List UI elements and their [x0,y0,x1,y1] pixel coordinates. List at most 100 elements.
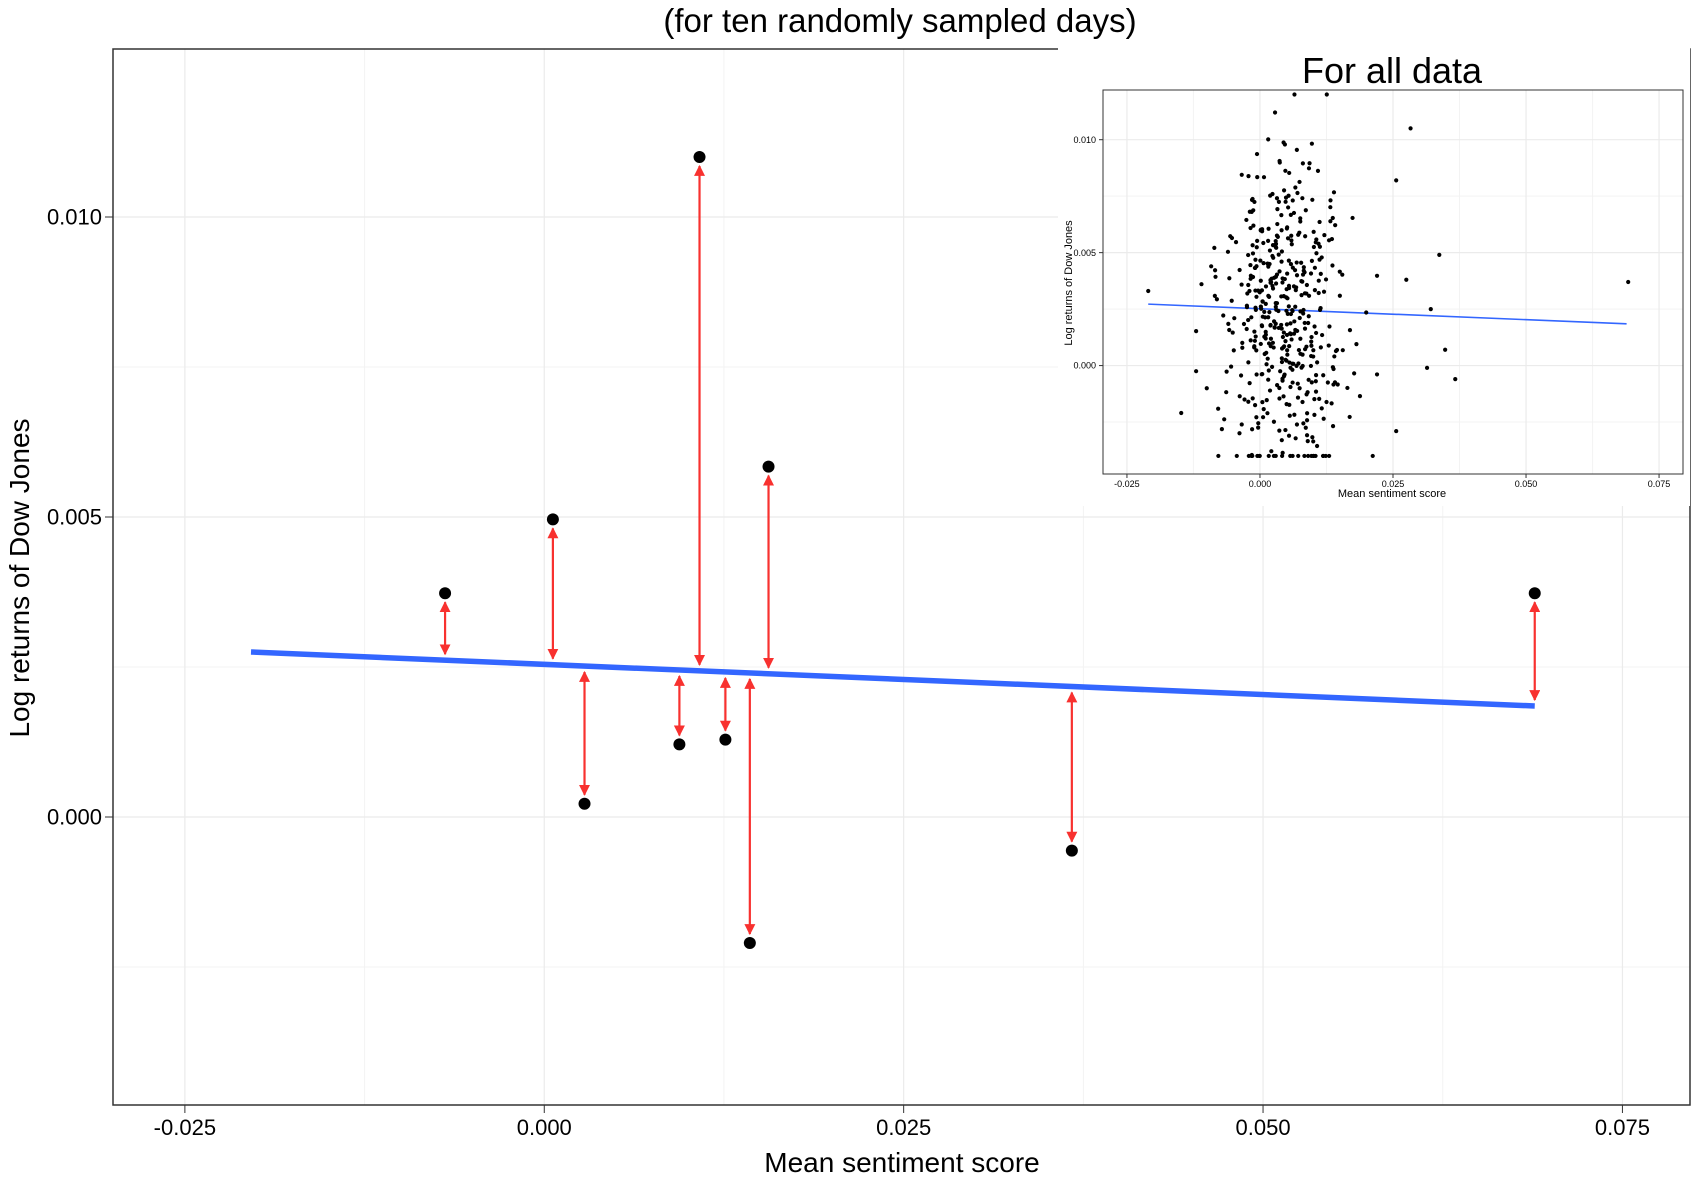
inset-data-point [1239,282,1244,287]
inset-data-point [1266,377,1271,382]
inset-data-point [1244,217,1249,223]
inset-data-point [1264,398,1269,403]
data-point [673,738,686,751]
inset-data-point [1252,338,1257,343]
inset-data-point [1289,337,1294,342]
inset-data-point [1309,141,1314,146]
inset-data-point [1294,285,1299,290]
inset-data-point [1286,304,1291,309]
inset-data-point [1335,382,1340,387]
inset-data-point [1394,178,1399,183]
inset-data-point [1314,251,1319,256]
inset-data-point [1225,249,1231,254]
inset-data-point [1304,433,1310,438]
inset-data-point [1312,324,1317,329]
inset-data-point [1263,329,1268,334]
main-x-tick-label: 0.075 [1595,1115,1650,1140]
inset-data-point [1308,271,1314,276]
inset-y-tick-label: 0.005 [1073,248,1096,258]
inset-data-point [1309,353,1314,359]
inset-data-point [1333,223,1338,228]
inset-data-point [1321,373,1326,378]
inset-data-point [1316,278,1321,283]
main-chart-title: (for ten randomly sampled days) [663,2,1136,39]
inset-data-point [1293,304,1298,309]
inset-data-point [1258,228,1263,233]
inset-data-point [1238,373,1244,378]
inset-data-point [1306,293,1312,298]
inset-data-point [1260,299,1265,304]
inset-data-point [1270,283,1275,288]
inset-data-point [1283,357,1288,362]
inset-data-point [1284,322,1290,327]
inset-data-point [1279,228,1284,233]
inset-data-point [1453,377,1458,382]
inset-data-point [1305,411,1310,416]
inset-data-point [1224,390,1229,395]
inset-data-point [1283,199,1288,204]
inset-data-point [1265,356,1270,361]
inset-data-point [1219,427,1224,432]
inset-data-point [1267,261,1272,267]
data-point [1065,844,1078,857]
inset-data-point [1250,274,1256,280]
inset-data-point [1313,372,1319,378]
inset-data-point [1311,439,1316,444]
inset-data-point [1327,324,1332,329]
inset-data-point [1254,294,1259,299]
inset-data-point [1294,422,1300,427]
main-regression-line [250,649,1535,709]
inset-data-point [1288,384,1293,390]
inset-data-point [1288,332,1293,337]
inset-data-point [1309,334,1314,340]
inset-data-point [1319,406,1324,411]
inset-data-point [1331,190,1337,195]
inset-data-point [1298,336,1303,341]
inset-data-point [1248,338,1253,343]
inset-data-point [1279,326,1284,331]
inset-data-point [1273,321,1278,326]
inset-data-point [1287,170,1292,176]
inset-data-point [1301,311,1306,316]
inset-data-point [1279,359,1285,365]
inset-data-point [1394,428,1399,434]
inset-data-point [1241,321,1247,327]
inset-data-point [1318,306,1323,311]
inset-x-tick-label: 0.075 [1648,479,1671,489]
inset-data-point [1279,213,1284,218]
inset-data-point [1275,207,1280,212]
inset-data-point [1291,210,1297,216]
inset-data-point [1330,365,1335,370]
inset-data-point [1321,416,1326,421]
main-y-axis-label: Log returns of Dow Jones [4,418,35,737]
inset-data-point [1279,249,1284,254]
inset-data-point [1254,415,1259,420]
inset-data-point [1286,433,1292,438]
inset-data-point [1304,392,1309,397]
inset-data-point [1357,394,1363,399]
inset-data-point [1330,424,1336,429]
inset-data-point [1246,399,1251,404]
inset-data-point [1443,347,1448,352]
inset-data-point [1254,372,1259,377]
inset-data-point [1328,219,1333,224]
inset-data-point [1283,195,1289,200]
inset-data-point [1306,377,1311,382]
inset-data-point [1267,388,1273,393]
inset-data-point [1287,344,1292,349]
inset-data-point [1267,248,1273,253]
inset-data-point [1298,351,1303,356]
inset-data-point [1318,271,1323,276]
inset-data-point [1285,311,1290,316]
inset-data-point [1340,348,1345,353]
inset-data-point [1428,307,1433,312]
inset-data-point [1328,205,1333,210]
inset-data-point [1273,274,1279,279]
inset-data-point [1292,319,1297,324]
inset-data-point [1302,347,1308,352]
inset-data-point [1266,453,1271,459]
inset-data-point [1232,316,1237,321]
inset-data-point [1254,245,1259,250]
inset-plot-area: -0.025 0.000 0.025 0.050 0.075 0.000 0.005 0.01… [1073,89,1684,489]
inset-data-point [1306,314,1311,319]
